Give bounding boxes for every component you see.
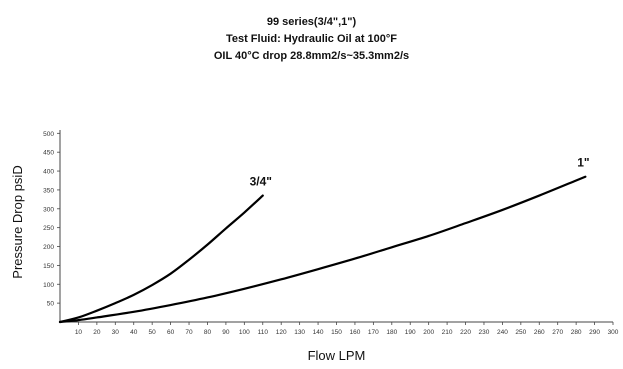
x-tick-label: 10 xyxy=(75,329,83,336)
y-axis-title: Pressure Drop psiD xyxy=(10,165,25,278)
x-tick-label: 60 xyxy=(167,329,175,336)
x-tick-label: 130 xyxy=(294,329,305,336)
series-layer: 3/4" 1" xyxy=(58,156,590,324)
x-tick-label: 260 xyxy=(534,329,545,336)
axes: 10 20 30 40 50 60 70 80 90 100 110 120 130 140 150 160 1… xyxy=(43,130,619,336)
x-axis-title: Flow LPM xyxy=(308,348,366,363)
y-tick-label: 200 xyxy=(43,244,54,251)
x-tick-label: 180 xyxy=(386,329,397,336)
y-tick-label: 300 xyxy=(43,206,54,213)
y-tick-label: 400 xyxy=(43,169,54,176)
series-label-1: 1" xyxy=(577,156,589,170)
y-tick-label: 250 xyxy=(43,225,54,232)
x-tick-label: 200 xyxy=(423,329,434,336)
series-label-0: 3/4" xyxy=(250,175,272,189)
x-tick-label: 90 xyxy=(222,329,230,336)
y-tick-label: 450 xyxy=(43,150,54,157)
x-tick-label: 150 xyxy=(331,329,342,336)
y-tick-label: 100 xyxy=(43,282,54,289)
x-tick-label: 160 xyxy=(350,329,361,336)
series-line-0 xyxy=(58,194,264,324)
x-tick-label: 30 xyxy=(112,329,120,336)
y-tick-label: 500 xyxy=(43,131,54,138)
x-tick-label: 20 xyxy=(93,329,101,336)
chart-title-line-2: Test Fluid: Hydraulic Oil at 100°F xyxy=(225,33,398,45)
chart-title-line-1: 99 series(3/4",1") xyxy=(266,16,357,28)
x-tick-label: 170 xyxy=(368,329,379,336)
x-tick-label: 100 xyxy=(239,329,250,336)
series-line-1 xyxy=(58,175,587,324)
x-tick-label: 40 xyxy=(130,329,138,336)
x-tick-label: 240 xyxy=(497,329,508,336)
x-tick-label: 70 xyxy=(185,329,193,336)
x-tick-label: 230 xyxy=(479,329,490,336)
y-tick-label: 150 xyxy=(43,263,54,270)
x-tick-label: 50 xyxy=(149,329,157,336)
x-tick-label: 110 xyxy=(258,329,269,336)
x-tick-label: 270 xyxy=(552,329,563,336)
y-tick-label: 50 xyxy=(47,301,55,308)
chart-title-block: 99 series(3/4",1") Test Fluid: Hydraulic… xyxy=(0,14,623,65)
x-tick-label: 300 xyxy=(608,329,619,336)
x-tick-label: 80 xyxy=(204,329,212,336)
chart-title-line-3: OIL 40°C drop 28.8mm2/s~35.3mm2/s xyxy=(213,50,410,62)
x-tick-label: 280 xyxy=(571,329,582,336)
x-tick-label: 210 xyxy=(442,329,453,336)
x-tick-label: 120 xyxy=(276,329,287,336)
x-tick-label: 190 xyxy=(405,329,416,336)
y-tick-label: 350 xyxy=(43,187,54,194)
x-tick-label: 220 xyxy=(460,329,471,336)
x-tick-label: 290 xyxy=(589,329,600,336)
x-tick-label: 250 xyxy=(515,329,526,336)
x-tick-label: 140 xyxy=(313,329,324,336)
